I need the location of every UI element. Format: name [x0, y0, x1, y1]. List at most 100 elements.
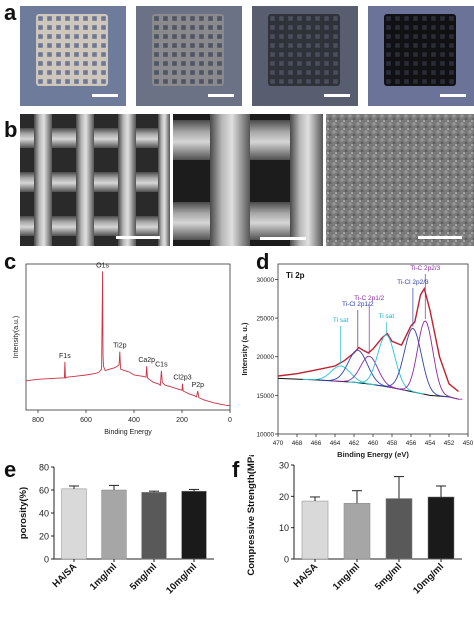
bar — [181, 490, 207, 560]
x-tick-label: 800 — [32, 417, 44, 424]
x-tick-label: 0 — [228, 417, 232, 424]
scale-bar — [260, 237, 306, 240]
peak-annotation: Ti sat — [378, 313, 394, 320]
fitted-peak — [374, 328, 451, 398]
x-tick-label: 5mg/ml — [128, 561, 159, 592]
fitted-peak — [387, 320, 463, 400]
panel-label-a: a — [4, 0, 17, 25]
scaffold-photo — [20, 6, 126, 106]
peak-label: C1s — [155, 362, 168, 369]
x-tick-label: 5mg/ml — [373, 561, 404, 592]
x-tick-label: 450 — [463, 440, 474, 447]
y-tick-label: 0 — [284, 555, 289, 565]
scaffold-photo — [368, 6, 474, 106]
bar — [343, 502, 371, 560]
scaffold-photo — [136, 6, 242, 106]
x-axis-label: Binding Energy (eV) — [337, 450, 409, 459]
fitted-peak — [319, 349, 395, 389]
y-tick-label: 25000 — [256, 316, 274, 323]
x-tick-label: 10mg/ml — [411, 561, 446, 596]
sem-image-row — [20, 114, 474, 246]
x-tick-label: 460 — [368, 440, 379, 447]
scale-bar — [418, 236, 462, 239]
y-tick-label: 30000 — [256, 277, 274, 284]
y-axis-label: Intensity(a.u.) — [13, 316, 20, 358]
peak-annotation: Ti-Cl 2p2/3 — [397, 279, 429, 286]
y-tick-label: 15000 — [256, 393, 274, 400]
panel-label-f: f — [232, 457, 240, 482]
y-tick-label: 0 — [44, 555, 49, 565]
panel-label-c: c — [4, 249, 17, 274]
bar — [385, 498, 413, 560]
scale-bar — [208, 94, 234, 97]
scale-bar — [92, 94, 118, 97]
scale-bar — [440, 94, 466, 97]
panel-label-d: d — [256, 249, 270, 274]
scaffold-body — [36, 14, 108, 86]
peak-label: Ti2p — [113, 343, 126, 350]
peak-annotation: Ti-C 2p1/2 — [354, 295, 384, 302]
x-tick-label: 1mg/ml — [88, 561, 119, 592]
scaffold-body — [152, 14, 224, 86]
y-tick-label: 40 — [39, 509, 49, 519]
scaffold-photo-row — [20, 6, 474, 106]
scale-bar — [324, 94, 350, 97]
peak-annotation: Ti sat — [333, 317, 349, 324]
x-axis-label: Binding Energy — [104, 429, 152, 436]
x-tick-label: 400 — [128, 417, 140, 424]
bar — [101, 489, 127, 560]
fitted-peak — [302, 365, 378, 386]
y-tick-label: 20 — [279, 492, 289, 502]
y-tick-label: 60 — [39, 486, 49, 496]
panel-label-b: b — [4, 117, 18, 142]
scaffold-body — [384, 14, 456, 86]
peak-label: Ca2p — [138, 357, 155, 364]
fitted-peak — [348, 334, 424, 395]
bar — [141, 492, 167, 560]
peak-label: O1s — [96, 262, 109, 269]
x-tick-label: 600 — [80, 417, 92, 424]
x-tick-label: 452 — [444, 440, 455, 447]
y-tick-label: 80 — [39, 463, 49, 473]
porosity-bar-chart: 0 20 40 60 80 porosity(%) HA/SA 1mg/ml 5mg/ml 10m… — [18, 463, 214, 596]
peak-label: F1s — [59, 353, 71, 360]
scaffold-body — [268, 14, 340, 86]
scale-bar — [116, 236, 160, 239]
x-tick-label: HA/SA — [50, 561, 79, 590]
peak-label: P2p — [192, 382, 205, 389]
x-tick-label: 454 — [425, 440, 436, 447]
survey-spectrum-line — [25, 271, 230, 407]
compressive-strength-bar-chart: 0 10 20 30 Compressive Strength(MPa) HA/SA 1mg… — [246, 455, 462, 596]
x-tick-label: 458 — [387, 440, 398, 447]
y-axis-label: Intensity (a. u.) — [240, 322, 249, 375]
y-tick-label: 10000 — [256, 432, 274, 439]
x-tick-label: 470 — [273, 440, 284, 447]
x-tick-label: 466 — [311, 440, 322, 447]
x-tick-label: 462 — [349, 440, 360, 447]
x-tick-label: 464 — [330, 440, 341, 447]
y-tick-label: 20 — [39, 532, 49, 542]
peak-annotation: Ti-Cl 2p1/2 — [342, 301, 374, 308]
panel-label-e: e — [4, 457, 17, 482]
spectrum-title: Ti 2p — [286, 271, 305, 280]
xps-ti2p-chart: 470 468 466 464 462 460 458 456 454 452 450 10000 15… — [240, 263, 474, 459]
scaffold-photo — [252, 6, 358, 106]
peak-annotation: Ti-C 2p2/3 — [410, 265, 440, 272]
y-tick-label: 10 — [279, 523, 289, 533]
y-axis-label: porosity(%) — [18, 487, 29, 539]
bar — [61, 488, 87, 560]
y-tick-label: 30 — [279, 461, 289, 471]
bar — [301, 500, 329, 560]
y-tick-label: 20000 — [256, 354, 274, 361]
y-axis-label: Compressive Strength(MPa) — [246, 455, 257, 576]
x-tick-label: 468 — [292, 440, 303, 447]
plot-frame — [25, 263, 231, 411]
x-tick-label: 10mg/ml — [164, 561, 199, 596]
xps-survey-chart: 800 600 400 200 0 Binding Energy Intensity(a.u… — [13, 262, 232, 436]
sem-low-mag — [20, 114, 170, 246]
x-tick-label: HA/SA — [291, 561, 320, 590]
x-tick-label: 456 — [406, 440, 417, 447]
x-tick-label: 200 — [176, 417, 188, 424]
sem-high-mag — [326, 114, 474, 246]
peak-label: Cl2p3 — [173, 375, 191, 382]
